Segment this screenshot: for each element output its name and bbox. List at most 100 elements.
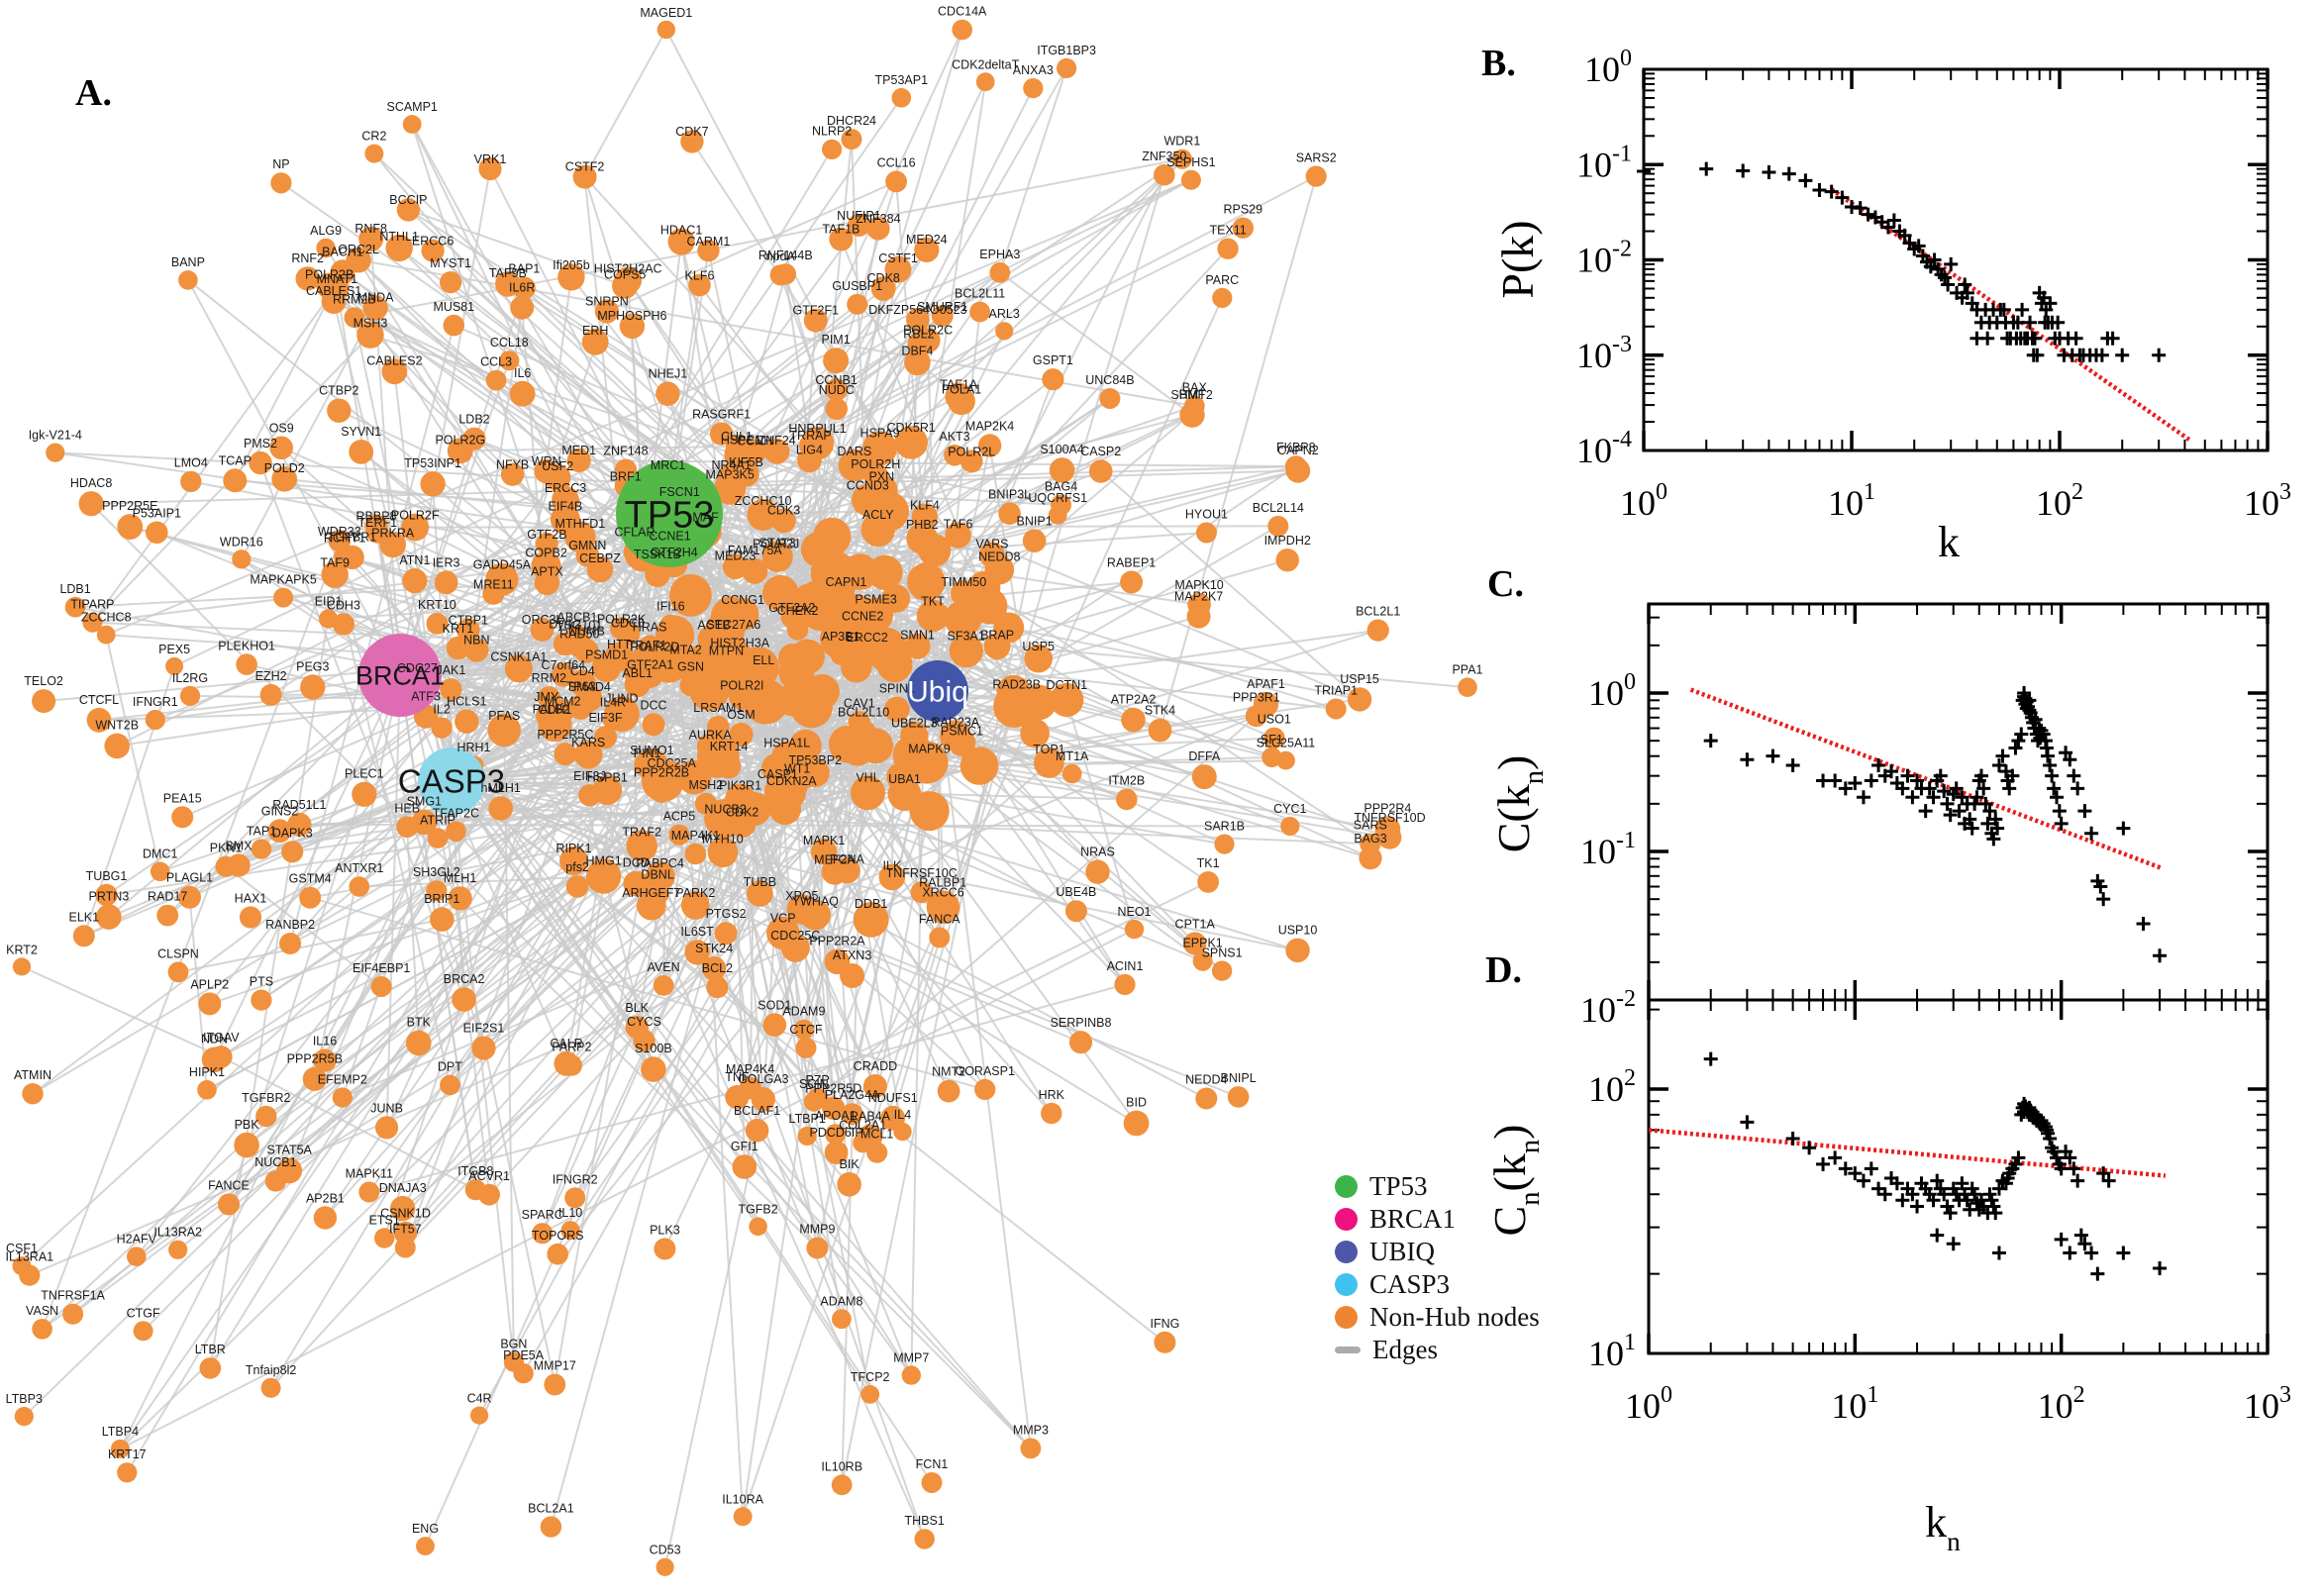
edge xyxy=(259,462,465,1000)
node-label: TAF9B xyxy=(489,266,527,280)
node-label: POLR2G xyxy=(435,433,485,447)
node-label: MAPKAPK5 xyxy=(250,573,316,587)
non-hub-node xyxy=(1232,217,1255,239)
plus-marker xyxy=(2028,712,2043,727)
node-label: HSPE1 xyxy=(721,434,761,448)
non-hub-node xyxy=(396,198,421,222)
non-hub-node xyxy=(471,1036,496,1060)
node-label: TP63 xyxy=(566,680,596,694)
non-hub-node xyxy=(364,514,388,538)
legend-label: UBIQ xyxy=(1369,1237,1435,1266)
non-hub-node xyxy=(568,694,594,720)
node-label: CTBP1 xyxy=(449,614,488,628)
non-hub-node xyxy=(427,828,449,848)
node-label: SEC27A6 xyxy=(706,618,760,632)
non-hub-node xyxy=(273,587,294,608)
non-hub-node xyxy=(330,259,355,285)
non-hub-node xyxy=(697,623,731,656)
edge xyxy=(674,510,890,637)
node-label: VARS xyxy=(975,537,1008,550)
non-hub-node xyxy=(824,1141,849,1164)
edge xyxy=(832,571,1015,693)
legend-label: CASP3 xyxy=(1369,1269,1451,1299)
node-label: TAP1 xyxy=(247,824,276,838)
non-hub-node xyxy=(448,886,472,911)
plus-marker xyxy=(2008,741,2023,755)
edge xyxy=(818,549,1337,710)
node-label: DCD xyxy=(623,856,650,870)
non-hub-node xyxy=(697,240,720,262)
node-label: TIMM50 xyxy=(941,575,986,589)
non-hub-node xyxy=(639,635,660,656)
non-hub-node xyxy=(745,1119,769,1143)
node-label: Igk-V21-4 xyxy=(29,429,82,443)
node-label: SERPINB8 xyxy=(1051,1016,1112,1030)
non-hub-node xyxy=(766,781,789,804)
plus-marker xyxy=(1926,790,1941,805)
node-label: MNAT1 xyxy=(317,272,357,286)
node-label: HAX1 xyxy=(235,891,267,905)
non-hub-node xyxy=(753,658,775,681)
node-label: UBE4B xyxy=(1056,885,1096,899)
node-label: TOP1 xyxy=(1033,743,1064,756)
edge xyxy=(541,798,742,1235)
node-label: PPP2R5D xyxy=(805,1082,861,1096)
non-hub-node xyxy=(747,498,779,531)
edge xyxy=(606,180,897,313)
non-hub-node xyxy=(729,722,754,748)
plus-marker xyxy=(1861,207,1875,222)
plus-marker xyxy=(1960,1193,1974,1208)
node-label: S100B xyxy=(635,1042,672,1055)
non-hub-node xyxy=(1325,698,1347,720)
non-hub-node xyxy=(656,1557,674,1576)
non-hub-node xyxy=(232,549,252,569)
node-label: IFNG xyxy=(1150,1317,1179,1331)
non-hub-node xyxy=(210,1046,233,1068)
non-hub-node xyxy=(349,440,374,464)
node-label: P53AIP1 xyxy=(133,507,181,521)
non-hub-node xyxy=(637,662,663,688)
plus-marker xyxy=(1926,1193,1941,1208)
plus-marker xyxy=(2090,1266,2105,1281)
node-label: BIK xyxy=(840,1157,860,1171)
node-label: CABLES2 xyxy=(366,353,422,367)
node-label: THBS1 xyxy=(905,1514,945,1528)
plus-marker xyxy=(1986,1199,2001,1214)
axis-ticks xyxy=(1647,604,2270,1000)
non-hub-node xyxy=(743,678,789,725)
non-hub-node xyxy=(72,925,95,948)
non-hub-node xyxy=(944,445,965,466)
non-hub-node xyxy=(714,817,737,839)
y-axis-title: P(k) xyxy=(1492,220,1543,298)
non-hub-node xyxy=(321,560,349,588)
node-label: WDR16 xyxy=(220,535,263,549)
edge xyxy=(105,634,161,872)
node-label: SAR1B xyxy=(1204,819,1245,833)
non-hub-node xyxy=(393,1221,418,1245)
non-hub-node xyxy=(729,683,756,710)
plus-marker xyxy=(1740,1115,1755,1130)
node-label: BNIP1 xyxy=(1017,514,1053,528)
non-hub-node xyxy=(530,617,555,642)
non-hub-node xyxy=(901,1365,921,1385)
plus-marker xyxy=(1838,1161,1853,1176)
plus-marker xyxy=(1930,1173,1945,1188)
non-hub-node xyxy=(316,238,336,258)
node-label: BNIPL xyxy=(1221,1071,1257,1085)
node-label: LTBP4 xyxy=(102,1425,139,1439)
legend-item: TP53 xyxy=(1335,1170,1540,1203)
node-label: PSME3 xyxy=(855,592,896,606)
edge xyxy=(166,674,401,917)
edge xyxy=(32,780,453,1095)
node-label: MAPK10 xyxy=(1174,578,1223,592)
non-hub-node xyxy=(578,784,601,807)
tick-label: 101 xyxy=(1588,1330,1636,1373)
plus-marker xyxy=(2069,331,2083,346)
edge xyxy=(126,655,620,1473)
plus-marker xyxy=(1877,1187,1892,1202)
node-label: PFAS xyxy=(488,709,520,723)
non-hub-node xyxy=(313,1206,338,1230)
node-label: NUCB2 xyxy=(704,802,746,816)
tick-label: 103 xyxy=(2244,1382,2291,1426)
edge xyxy=(41,540,341,1330)
